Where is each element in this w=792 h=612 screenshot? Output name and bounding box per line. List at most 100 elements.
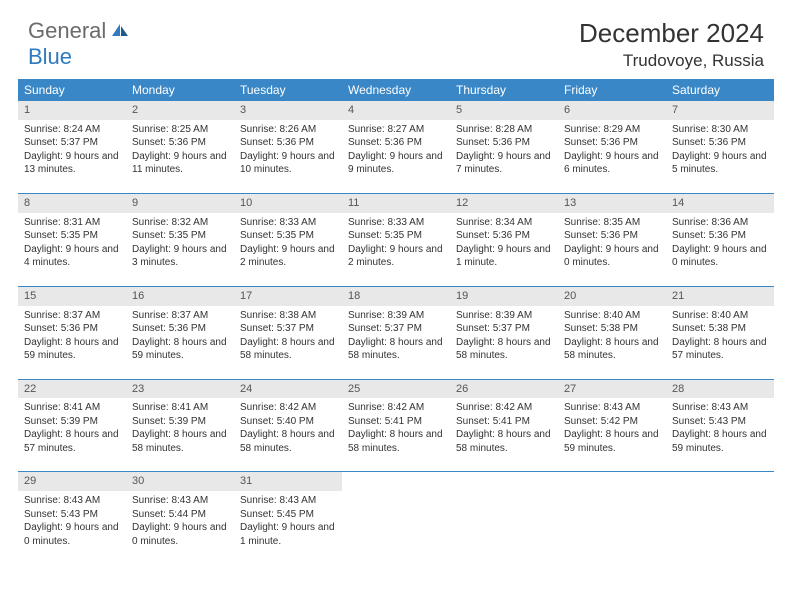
sunset-text: Sunset: 5:36 PM <box>456 136 552 150</box>
day-number: 17 <box>234 287 342 306</box>
sunset-text: Sunset: 5:37 PM <box>24 136 120 150</box>
day-body: Sunrise: 8:39 AMSunset: 5:37 PMDaylight:… <box>342 306 450 367</box>
sunrise-text: Sunrise: 8:39 AM <box>348 309 444 323</box>
day-cell <box>666 472 774 552</box>
day-body: Sunrise: 8:29 AMSunset: 5:36 PMDaylight:… <box>558 120 666 181</box>
sunset-text: Sunset: 5:39 PM <box>24 415 120 429</box>
daylight-text: Daylight: 9 hours and 6 minutes. <box>564 150 660 177</box>
sunrise-text: Sunrise: 8:41 AM <box>132 401 228 415</box>
day-cell <box>558 472 666 552</box>
logo: General <box>28 18 130 44</box>
sunset-text: Sunset: 5:36 PM <box>348 136 444 150</box>
daylight-text: Daylight: 9 hours and 1 minute. <box>240 521 336 548</box>
day-body: Sunrise: 8:30 AMSunset: 5:36 PMDaylight:… <box>666 120 774 181</box>
daylight-text: Daylight: 8 hours and 58 minutes. <box>456 428 552 455</box>
sunrise-text: Sunrise: 8:24 AM <box>24 123 120 137</box>
sunrise-text: Sunrise: 8:38 AM <box>240 309 336 323</box>
sunrise-text: Sunrise: 8:43 AM <box>132 494 228 508</box>
sunrise-text: Sunrise: 8:37 AM <box>24 309 120 323</box>
sunrise-text: Sunrise: 8:34 AM <box>456 216 552 230</box>
week-row: 29Sunrise: 8:43 AMSunset: 5:43 PMDayligh… <box>18 471 774 552</box>
day-number: 27 <box>558 380 666 399</box>
day-number: 7 <box>666 101 774 120</box>
sunset-text: Sunset: 5:36 PM <box>132 136 228 150</box>
sunset-text: Sunset: 5:45 PM <box>240 508 336 522</box>
day-number: 11 <box>342 194 450 213</box>
day-header: Thursday <box>450 79 558 101</box>
day-cell: 6Sunrise: 8:29 AMSunset: 5:36 PMDaylight… <box>558 101 666 181</box>
daylight-text: Daylight: 9 hours and 10 minutes. <box>240 150 336 177</box>
sunset-text: Sunset: 5:35 PM <box>240 229 336 243</box>
day-cell: 17Sunrise: 8:38 AMSunset: 5:37 PMDayligh… <box>234 287 342 367</box>
day-body: Sunrise: 8:24 AMSunset: 5:37 PMDaylight:… <box>18 120 126 181</box>
logo-text-general: General <box>28 18 106 44</box>
day-header: Monday <box>126 79 234 101</box>
sail-icon <box>110 18 130 44</box>
daylight-text: Daylight: 9 hours and 0 minutes. <box>672 243 768 270</box>
sunset-text: Sunset: 5:37 PM <box>348 322 444 336</box>
sunrise-text: Sunrise: 8:27 AM <box>348 123 444 137</box>
sunset-text: Sunset: 5:39 PM <box>132 415 228 429</box>
day-number: 16 <box>126 287 234 306</box>
sunrise-text: Sunrise: 8:26 AM <box>240 123 336 137</box>
day-body: Sunrise: 8:43 AMSunset: 5:43 PMDaylight:… <box>666 398 774 459</box>
day-headers-row: Sunday Monday Tuesday Wednesday Thursday… <box>18 79 774 101</box>
sunset-text: Sunset: 5:43 PM <box>672 415 768 429</box>
daylight-text: Daylight: 9 hours and 1 minute. <box>456 243 552 270</box>
day-body: Sunrise: 8:43 AMSunset: 5:45 PMDaylight:… <box>234 491 342 552</box>
day-cell: 8Sunrise: 8:31 AMSunset: 5:35 PMDaylight… <box>18 194 126 274</box>
daylight-text: Daylight: 8 hours and 58 minutes. <box>132 428 228 455</box>
sunrise-text: Sunrise: 8:43 AM <box>564 401 660 415</box>
daylight-text: Daylight: 9 hours and 0 minutes. <box>24 521 120 548</box>
day-body: Sunrise: 8:42 AMSunset: 5:40 PMDaylight:… <box>234 398 342 459</box>
sunset-text: Sunset: 5:41 PM <box>456 415 552 429</box>
day-number-empty <box>558 472 666 491</box>
day-body: Sunrise: 8:35 AMSunset: 5:36 PMDaylight:… <box>558 213 666 274</box>
day-cell: 14Sunrise: 8:36 AMSunset: 5:36 PMDayligh… <box>666 194 774 274</box>
day-body: Sunrise: 8:28 AMSunset: 5:36 PMDaylight:… <box>450 120 558 181</box>
week-row: 15Sunrise: 8:37 AMSunset: 5:36 PMDayligh… <box>18 286 774 367</box>
daylight-text: Daylight: 9 hours and 0 minutes. <box>564 243 660 270</box>
day-cell: 5Sunrise: 8:28 AMSunset: 5:36 PMDaylight… <box>450 101 558 181</box>
day-cell: 18Sunrise: 8:39 AMSunset: 5:37 PMDayligh… <box>342 287 450 367</box>
day-body: Sunrise: 8:33 AMSunset: 5:35 PMDaylight:… <box>342 213 450 274</box>
sunset-text: Sunset: 5:37 PM <box>456 322 552 336</box>
day-body: Sunrise: 8:25 AMSunset: 5:36 PMDaylight:… <box>126 120 234 181</box>
daylight-text: Daylight: 8 hours and 58 minutes. <box>564 336 660 363</box>
daylight-text: Daylight: 8 hours and 59 minutes. <box>672 428 768 455</box>
daylight-text: Daylight: 9 hours and 7 minutes. <box>456 150 552 177</box>
sunset-text: Sunset: 5:36 PM <box>24 322 120 336</box>
sunset-text: Sunset: 5:35 PM <box>24 229 120 243</box>
header: General December 2024 Trudovoye, Russia <box>0 0 792 79</box>
week-row: 22Sunrise: 8:41 AMSunset: 5:39 PMDayligh… <box>18 379 774 460</box>
sunrise-text: Sunrise: 8:33 AM <box>348 216 444 230</box>
day-number: 5 <box>450 101 558 120</box>
day-number: 19 <box>450 287 558 306</box>
sunset-text: Sunset: 5:36 PM <box>240 136 336 150</box>
day-body: Sunrise: 8:43 AMSunset: 5:44 PMDaylight:… <box>126 491 234 552</box>
day-cell <box>450 472 558 552</box>
day-cell: 10Sunrise: 8:33 AMSunset: 5:35 PMDayligh… <box>234 194 342 274</box>
day-cell: 24Sunrise: 8:42 AMSunset: 5:40 PMDayligh… <box>234 380 342 460</box>
logo-text-blue: Blue <box>28 44 72 70</box>
day-body: Sunrise: 8:42 AMSunset: 5:41 PMDaylight:… <box>342 398 450 459</box>
day-number: 3 <box>234 101 342 120</box>
day-number: 30 <box>126 472 234 491</box>
daylight-text: Daylight: 8 hours and 58 minutes. <box>348 336 444 363</box>
daylight-text: Daylight: 9 hours and 9 minutes. <box>348 150 444 177</box>
sunrise-text: Sunrise: 8:39 AM <box>456 309 552 323</box>
day-body: Sunrise: 8:34 AMSunset: 5:36 PMDaylight:… <box>450 213 558 274</box>
day-number: 8 <box>18 194 126 213</box>
sunrise-text: Sunrise: 8:31 AM <box>24 216 120 230</box>
day-number: 28 <box>666 380 774 399</box>
day-header: Sunday <box>18 79 126 101</box>
sunset-text: Sunset: 5:36 PM <box>456 229 552 243</box>
day-cell: 4Sunrise: 8:27 AMSunset: 5:36 PMDaylight… <box>342 101 450 181</box>
sunrise-text: Sunrise: 8:42 AM <box>456 401 552 415</box>
daylight-text: Daylight: 8 hours and 58 minutes. <box>456 336 552 363</box>
sunrise-text: Sunrise: 8:32 AM <box>132 216 228 230</box>
day-body: Sunrise: 8:41 AMSunset: 5:39 PMDaylight:… <box>18 398 126 459</box>
sunset-text: Sunset: 5:44 PM <box>132 508 228 522</box>
day-body: Sunrise: 8:37 AMSunset: 5:36 PMDaylight:… <box>18 306 126 367</box>
daylight-text: Daylight: 8 hours and 57 minutes. <box>672 336 768 363</box>
